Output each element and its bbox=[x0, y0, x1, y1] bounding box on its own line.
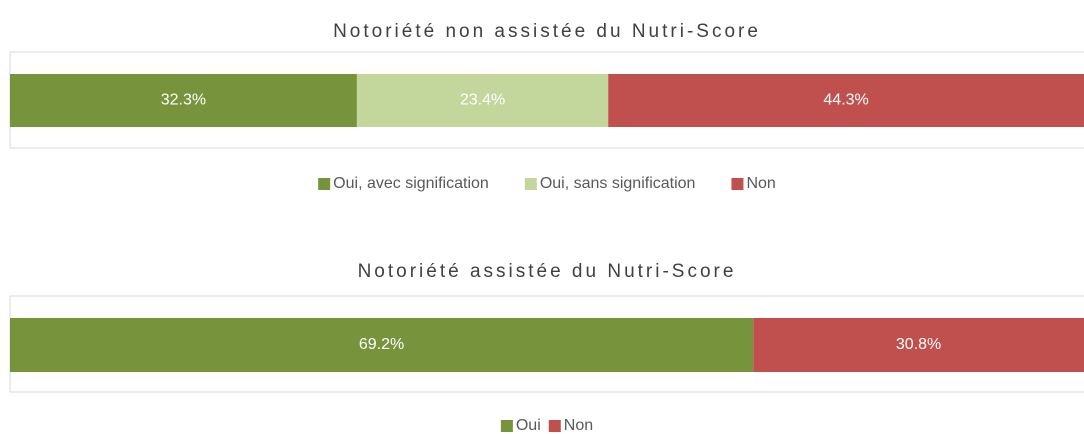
legend-label: Oui, sans signification bbox=[540, 175, 696, 192]
bar-segment bbox=[10, 318, 754, 372]
data-label: 23.4% bbox=[460, 92, 505, 109]
chart-title: Notoriété non assistée du Nutri-Score bbox=[333, 21, 761, 42]
data-label: 69.2% bbox=[359, 336, 404, 353]
legend-swatch bbox=[731, 178, 744, 190]
legend-label: Non bbox=[564, 417, 593, 434]
legend-label: Non bbox=[746, 175, 775, 192]
legend-label: Oui, avec signification bbox=[333, 175, 489, 192]
data-label: 30.8% bbox=[896, 336, 941, 353]
legend-swatch bbox=[548, 420, 561, 432]
chart-title: Notoriété assistée du Nutri-Score bbox=[358, 261, 737, 282]
data-label: 44.3% bbox=[823, 92, 868, 109]
bar-segment bbox=[753, 318, 1084, 372]
legend-label: Oui bbox=[516, 417, 541, 434]
legend-swatch bbox=[318, 178, 331, 190]
bar-segment bbox=[10, 74, 357, 127]
bar-segment bbox=[356, 74, 609, 127]
legend-swatch bbox=[500, 420, 513, 432]
legend-swatch bbox=[524, 178, 537, 190]
bar-segment bbox=[608, 74, 1084, 127]
data-label: 32.3% bbox=[161, 92, 206, 109]
